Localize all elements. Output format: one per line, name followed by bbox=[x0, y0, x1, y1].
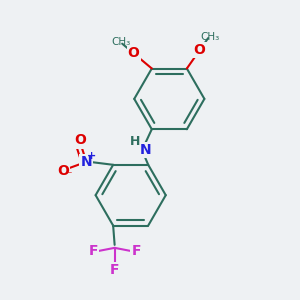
Text: +: + bbox=[87, 152, 96, 161]
Text: O: O bbox=[128, 46, 140, 60]
Text: F: F bbox=[88, 244, 98, 258]
Text: N: N bbox=[81, 155, 92, 169]
Text: O: O bbox=[194, 43, 206, 57]
Text: F: F bbox=[131, 244, 141, 258]
Text: CH₃: CH₃ bbox=[200, 32, 219, 42]
Text: O: O bbox=[74, 134, 86, 147]
Text: CH₃: CH₃ bbox=[111, 37, 130, 47]
Text: F: F bbox=[110, 263, 119, 277]
Text: H: H bbox=[130, 136, 140, 148]
Text: N: N bbox=[140, 143, 151, 157]
Text: ⁻: ⁻ bbox=[65, 169, 72, 182]
Text: O: O bbox=[57, 164, 69, 178]
